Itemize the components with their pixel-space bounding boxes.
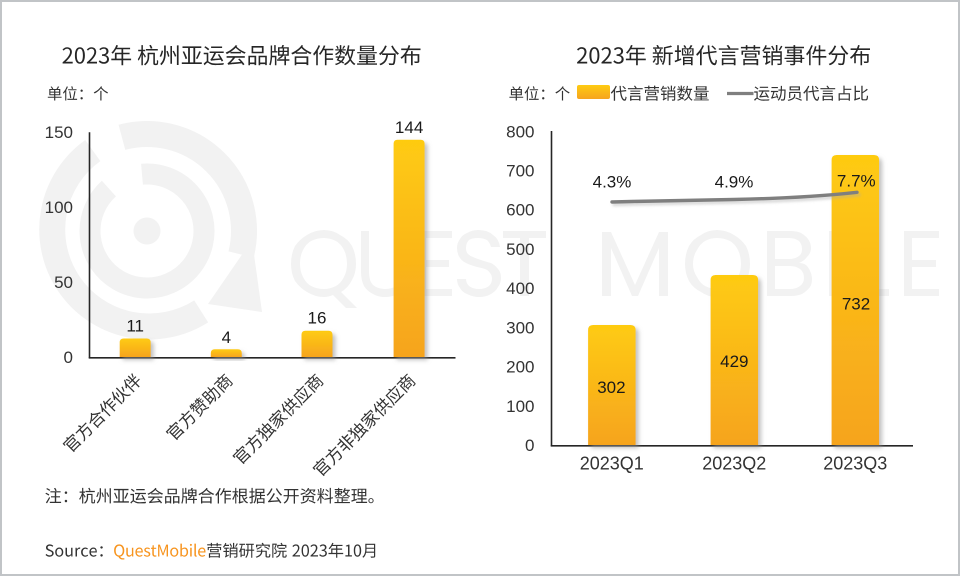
svg-text:2023Q2: 2023Q2 [702,454,766,474]
svg-text:600: 600 [506,201,534,220]
svg-text:700: 700 [506,162,534,181]
svg-text:0: 0 [525,436,534,455]
svg-text:800: 800 [506,122,534,141]
svg-text:0: 0 [64,348,73,367]
svg-text:144: 144 [395,118,423,137]
svg-text:4: 4 [222,328,231,347]
svg-text:11: 11 [126,316,144,335]
svg-text:500: 500 [506,240,534,259]
svg-text:16: 16 [308,309,327,328]
svg-text:2023Q3: 2023Q3 [823,454,887,474]
svg-text:429: 429 [720,352,748,371]
svg-text:2023Q1: 2023Q1 [580,454,644,474]
svg-text:300: 300 [506,318,534,337]
svg-text:7.7%: 7.7% [837,172,876,191]
svg-text:100: 100 [506,397,534,416]
svg-text:150: 150 [45,123,73,142]
svg-text:302: 302 [597,378,625,397]
svg-text:4.3%: 4.3% [593,173,632,192]
svg-text:50: 50 [54,273,73,292]
svg-text:732: 732 [842,295,870,314]
svg-text:4.9%: 4.9% [715,173,754,192]
svg-text:100: 100 [45,198,73,217]
svg-text:400: 400 [506,279,534,298]
svg-text:200: 200 [506,358,534,377]
